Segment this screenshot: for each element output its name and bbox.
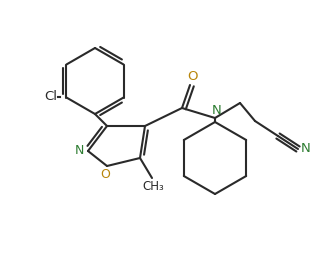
- Text: Cl: Cl: [44, 90, 57, 103]
- Text: O: O: [187, 69, 197, 82]
- Text: N: N: [74, 143, 84, 156]
- Text: CH₃: CH₃: [142, 180, 164, 193]
- Text: O: O: [100, 168, 110, 181]
- Text: N: N: [212, 103, 222, 117]
- Text: N: N: [301, 142, 311, 155]
